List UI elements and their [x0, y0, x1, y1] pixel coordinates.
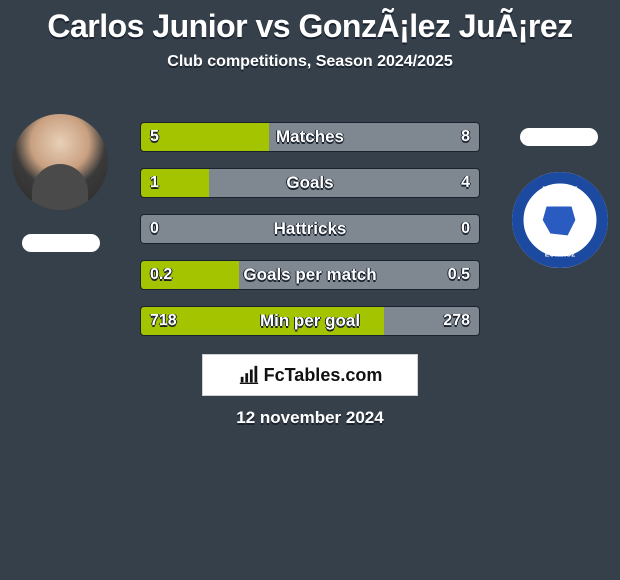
- bar-left-fill: [141, 261, 239, 289]
- bar-left-fill: [141, 307, 384, 335]
- bar-row: Min per goal718278: [140, 306, 480, 336]
- page-title: Carlos Junior vs GonzÃ¡lez JuÃ¡rez: [0, 0, 620, 45]
- bar-left-fill: [141, 123, 269, 151]
- brand-text: FcTables.com: [264, 365, 383, 386]
- comparison-bars: Matches58 Goals14 Hattricks00 Goals per mat…: [140, 122, 480, 352]
- club-badge-icon: ΣΥΛΛΟΓΟΣ ΕΘΝΙΚΟΣ: [512, 172, 608, 268]
- date-line: 12 november 2024: [0, 408, 620, 428]
- bar-right-fill: [209, 169, 479, 197]
- bar-left-fill: [141, 169, 209, 197]
- player-left-avatar: [12, 114, 108, 210]
- subtitle: Club competitions, Season 2024/2025: [0, 53, 620, 71]
- player-left-pill: [22, 234, 100, 252]
- svg-text:ΕΘΝΙΚΟΣ: ΕΘΝΙΚΟΣ: [545, 251, 575, 258]
- club-right-badge: ΣΥΛΛΟΓΟΣ ΕΘΝΙΚΟΣ: [512, 172, 608, 268]
- brand-box: FcTables.com: [202, 354, 418, 396]
- player-right-pill: [520, 128, 598, 146]
- bar-right-fill: [141, 215, 479, 243]
- bar-row: Goals14: [140, 168, 480, 198]
- bar-right-fill: [384, 307, 479, 335]
- bar-row: Hattricks00: [140, 214, 480, 244]
- bar-right-fill: [239, 261, 479, 289]
- bar-row: Goals per match0.20.5: [140, 260, 480, 290]
- bar-chart-icon: [238, 364, 260, 386]
- bar-right-fill: [269, 123, 479, 151]
- bar-row: Matches58: [140, 122, 480, 152]
- svg-text:ΣΥΛΛΟΓΟΣ: ΣΥΛΛΟΓΟΣ: [542, 186, 577, 193]
